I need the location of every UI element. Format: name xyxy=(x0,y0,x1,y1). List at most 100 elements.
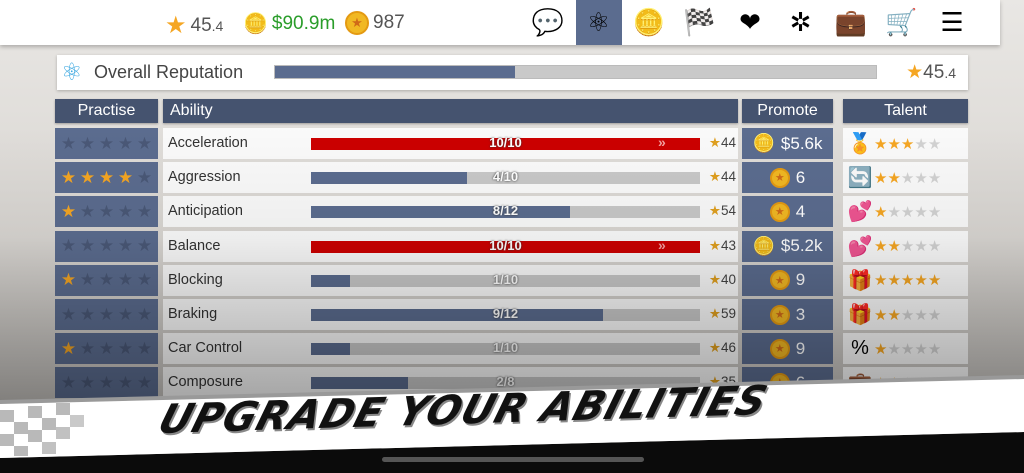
star-icon: ★ xyxy=(136,372,153,392)
token-icon: ★ xyxy=(769,338,790,359)
cart-nav-button[interactable]: 🛒 xyxy=(879,0,925,45)
star-icon: ★ xyxy=(136,304,153,324)
promote-cost: 3 xyxy=(795,304,806,324)
heart-nav-button[interactable]: ❤ xyxy=(727,0,773,45)
ability-cell[interactable]: Blocking 1/10 ★40 xyxy=(163,264,738,296)
star-icon: ★ xyxy=(900,340,915,358)
practise-button[interactable]: ★ ★ ★ ★ ★ xyxy=(55,128,158,159)
star-icon: ★ xyxy=(79,372,96,392)
ability-progress xyxy=(311,172,700,185)
checkered-flag-nav-button[interactable]: 🏁 xyxy=(677,0,723,45)
star-icon: ★ xyxy=(136,201,153,221)
briefcase-icon: 💼 xyxy=(834,7,868,37)
star-icon: ★ xyxy=(79,236,96,256)
percent-up-icon: % xyxy=(851,337,869,360)
promote-button[interactable]: ★ 3 xyxy=(742,299,833,330)
ability-cell[interactable]: Aggression 4/10 ★44 xyxy=(163,162,738,194)
practise-button[interactable]: ★ ★ ★ ★ ★ xyxy=(55,264,158,296)
star-icon: ★ xyxy=(136,338,153,358)
star-icon: ★ xyxy=(900,238,915,256)
ability-fraction: 2/8 xyxy=(496,374,515,390)
practise-button[interactable]: ★ ★ ★ ★ ★ xyxy=(55,196,158,228)
star-icon: ★ xyxy=(874,306,888,324)
practise-button[interactable]: ★ ★ ★ ★ ★ xyxy=(55,367,158,399)
promote-button[interactable]: ★6 xyxy=(742,162,833,194)
star-icon: ★ xyxy=(874,135,888,153)
ability-progress-fill xyxy=(311,343,350,356)
star-icon: ★ xyxy=(136,133,153,153)
talent-cell[interactable]: 💕 ★ ★ ★ ★ ★ xyxy=(843,230,968,262)
star-icon: ★ xyxy=(914,135,928,153)
star-icon: ★ xyxy=(117,201,134,221)
star-icon: ★ xyxy=(708,306,721,321)
star-icon: ★ xyxy=(887,340,901,358)
ability-progress-fill xyxy=(311,274,350,287)
star-icon: ★ xyxy=(117,304,134,324)
promo-banner xyxy=(0,375,1024,473)
talent-cell[interactable]: 🏅 ★ ★ ★ ★ ★ xyxy=(843,128,968,159)
promote-button[interactable]: 🪙 $5.6k xyxy=(742,128,833,159)
practise-button[interactable]: ★ ★ ★ ★ ★ xyxy=(55,230,158,262)
talent-cell[interactable]: % ★ ★ ★ ★ ★ xyxy=(843,333,968,365)
star-icon: ★ xyxy=(117,338,134,358)
practise-button[interactable]: ★ ★ ★ ★ ★ xyxy=(55,162,158,194)
ability-row: ★ ★ ★ ★ ★ Blocking 1/10 ★40 ★ 9 🎁 ★ ★ ★ ★ ★ xyxy=(0,264,1024,296)
ability-cell[interactable]: Braking 9/12 ★59 xyxy=(163,299,738,330)
star-icon: ★ xyxy=(708,237,721,253)
star-icon: ★ xyxy=(914,203,928,221)
star-icon: ★ xyxy=(708,135,721,150)
practise-button[interactable]: ★ ★ ★ ★ ★ xyxy=(55,333,158,365)
talent-cell[interactable]: 🎁 ★ ★ ★ ★ ★ xyxy=(843,299,968,330)
ability-progress-fill xyxy=(311,377,409,390)
ability-cell[interactable]: Anticipation 8/12 ★54 xyxy=(163,196,738,228)
promote-button[interactable]: ★ 9 xyxy=(742,333,833,365)
star-icon: ★ xyxy=(117,236,134,256)
star-icon: ★ xyxy=(98,201,115,221)
ability-progress-fill xyxy=(311,206,571,219)
checkered-flag-icon xyxy=(0,403,84,456)
ability-fraction: 10/10 xyxy=(489,237,522,253)
star-icon: ★ xyxy=(914,340,928,358)
talent-cell[interactable]: 🎁 ★ ★ ★ ★ ★ xyxy=(843,264,968,296)
star-icon: ★ xyxy=(79,167,96,187)
ability-cell[interactable]: Acceleration 10/10 » ★44 xyxy=(163,128,738,159)
ability-fraction: 1/10 xyxy=(492,271,519,287)
atom-nav-button[interactable]: ⚛ xyxy=(575,0,622,45)
star-icon: ★ xyxy=(98,270,115,290)
star-icon: ★ xyxy=(914,272,928,290)
promote-button[interactable]: 🪙 $5.2k xyxy=(742,230,833,262)
star-icon: ★ xyxy=(900,203,915,221)
ability-cell[interactable]: Balance 10/10 » ★43 xyxy=(163,230,738,262)
list-icon: ☰ xyxy=(940,7,964,37)
ability-name: Blocking xyxy=(168,271,223,288)
star-icon: ★ xyxy=(60,304,77,324)
star-icon: ★ xyxy=(136,236,153,256)
chevrons-icon: » xyxy=(658,236,666,253)
star-icon: ★ xyxy=(887,272,901,290)
practise-button[interactable]: ★ ★ ★ ★ ★ xyxy=(55,299,158,330)
promote-button[interactable]: ★ 9 xyxy=(742,264,833,296)
network-nav-button[interactable]: ✲ xyxy=(778,0,824,45)
reputation-value: ★45.4 xyxy=(906,62,956,83)
coins-nav-button[interactable]: 🪙 xyxy=(626,0,672,45)
star-icon: ★ xyxy=(117,270,134,290)
ability-cell[interactable]: Car Control 1/10 ★46 xyxy=(163,333,738,365)
list-nav-button[interactable]: ☰ xyxy=(929,0,975,45)
token-icon: ★ xyxy=(769,304,790,325)
briefcase-nav-button[interactable]: 💼 xyxy=(828,0,874,45)
talent-cell[interactable]: 🔄 ★ ★ ★ ★ ★ xyxy=(843,162,968,194)
star-icon: ★ xyxy=(887,306,901,324)
star-icon: ★ xyxy=(98,133,115,153)
talent-cell[interactable]: 💕 ★ ★ ★ ★ ★ xyxy=(843,196,968,228)
home-indicator[interactable] xyxy=(382,457,644,462)
star-icon: ★ xyxy=(914,306,928,324)
star-icon: ★ xyxy=(79,304,96,324)
chat-nav-button[interactable]: 💬 xyxy=(525,0,571,45)
ability-progress-fill xyxy=(311,172,467,185)
star-icon: ★ xyxy=(136,167,153,187)
star-icon: ★ xyxy=(887,169,901,187)
star-icon: ★ xyxy=(906,62,924,83)
ability-name: Car Control xyxy=(168,340,243,357)
star-icon: ★ xyxy=(60,236,77,256)
promote-button[interactable]: ★ 4 xyxy=(742,196,833,228)
